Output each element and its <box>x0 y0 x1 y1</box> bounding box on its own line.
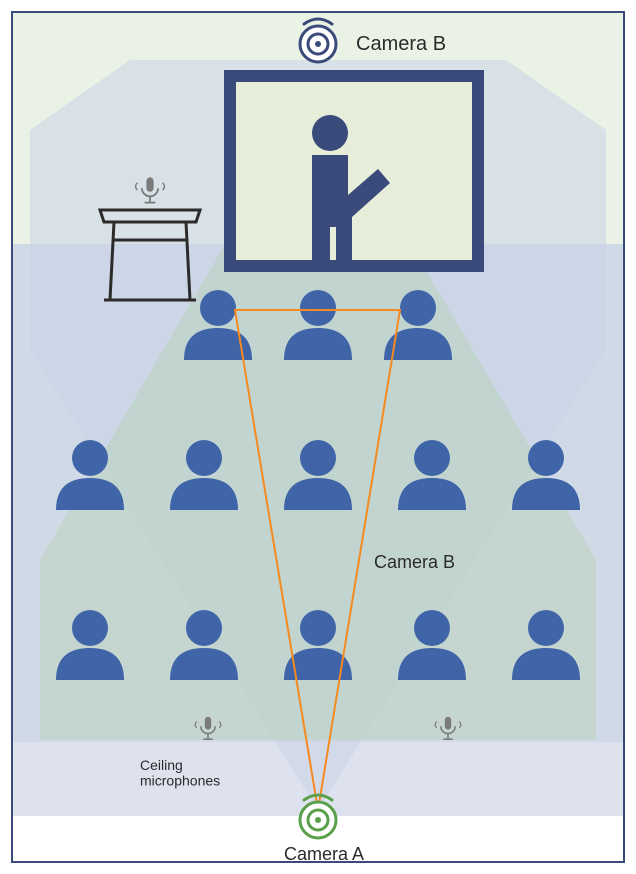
label-camera-b-top: Camera B <box>356 33 446 55</box>
label-camera-b-mid: Camera B <box>374 552 455 572</box>
presentation-board <box>230 76 478 266</box>
